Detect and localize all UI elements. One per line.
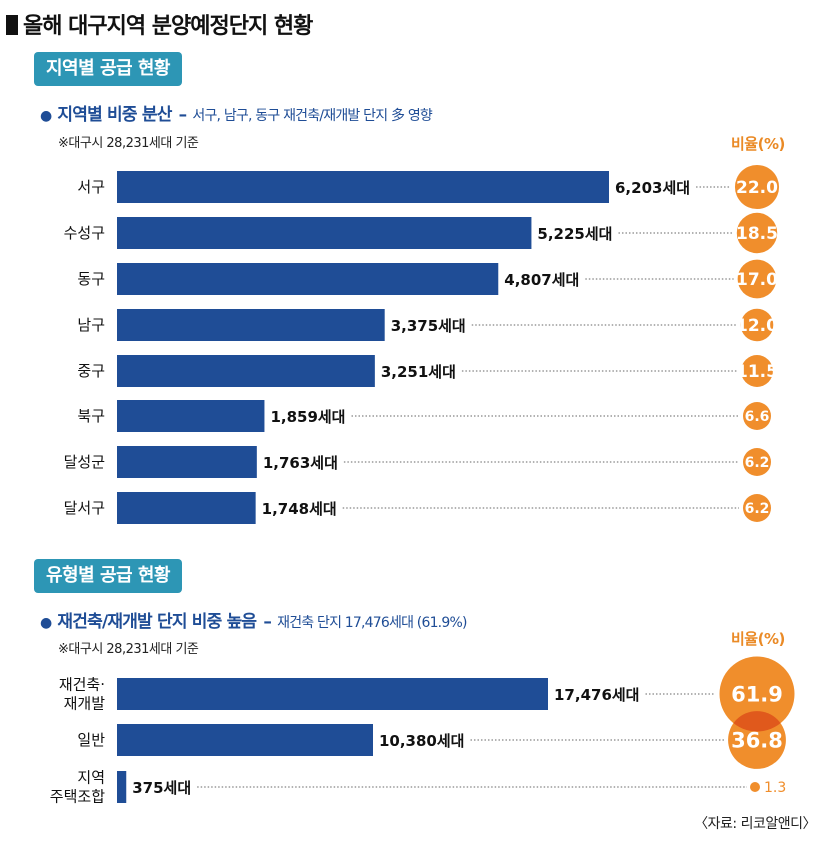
ratio-label: 6.2 <box>745 455 770 471</box>
page-title-text: 올해 대구지역 분양예정단지 현황 <box>23 14 313 39</box>
subtitle-type: ● 재건축/재개발 단지 비중 높음 – 재건축 단지 17,476세대 (61.9… <box>40 607 467 632</box>
category-label: 지역 <box>77 769 105 787</box>
ratio-circle <box>740 308 774 342</box>
bar <box>117 492 256 524</box>
ratio-circle <box>743 448 771 476</box>
ratio-header-type: 비율(%) <box>731 630 785 648</box>
ratio-label: 18.5 <box>736 224 778 244</box>
bar <box>117 309 385 341</box>
bar <box>117 724 373 756</box>
value-label: 375세대 <box>132 779 191 797</box>
ratio-label: 12.0 <box>736 316 778 336</box>
section-tag-region: 지역별 공급 현황 <box>34 52 182 86</box>
category-label: 주택조합 <box>50 788 105 806</box>
dash-icon: – <box>178 105 187 125</box>
subtitle-type-desc: 재건축 단지 17,476세대 (61.9%) <box>277 615 467 631</box>
category-label: 동구 <box>77 270 105 288</box>
section-tag-type: 유형별 공급 현황 <box>34 559 182 593</box>
bar <box>117 171 609 203</box>
value-label: 1,763세대 <box>263 454 338 472</box>
ratio-header-region: 비율(%) <box>731 135 785 153</box>
value-label: 3,375세대 <box>391 317 466 335</box>
category-label: 일반 <box>77 731 105 749</box>
category-label: 북구 <box>77 407 105 425</box>
ratio-label: 22.0 <box>736 178 778 198</box>
title-square-icon <box>6 15 18 35</box>
source-note: 〈자료: 리코알앤디〉 <box>694 816 816 832</box>
ratio-label: 6.2 <box>745 501 770 517</box>
category-label: 달서구 <box>64 499 105 517</box>
value-label: 6,203세대 <box>615 179 690 197</box>
ratio-circle <box>719 656 795 732</box>
subtitle-region-desc: 서구, 남구, 동구 재건축/재개발 단지 多 영향 <box>192 108 432 124</box>
bar <box>117 446 257 478</box>
value-label: 5,225세대 <box>537 225 612 243</box>
bullet-icon: ● <box>40 615 52 631</box>
subtitle-region-text: 지역별 비중 분산 <box>57 105 172 125</box>
ratio-circle <box>734 164 780 210</box>
ratio-label: 1.3 <box>764 780 786 796</box>
ratio-circle <box>737 259 777 299</box>
circle-overlap <box>728 711 786 732</box>
subtitle-region: ● 지역별 비중 분산 – 서구, 남구, 동구 재건축/재개발 단지 多 영향 <box>40 100 433 125</box>
note-region: ※대구시 28,231세대 기준 <box>58 136 199 151</box>
bar <box>117 217 532 249</box>
value-label: 10,380세대 <box>379 732 464 750</box>
dash-icon: – <box>263 612 272 632</box>
ratio-label: 61.9 <box>731 683 783 707</box>
category-label: 중구 <box>77 362 105 380</box>
category-label: 재개발 <box>64 695 106 713</box>
subtitle-type-text: 재건축/재개발 단지 비중 높음 <box>57 612 257 632</box>
bar <box>117 355 375 387</box>
bar <box>117 771 127 803</box>
note-type: ※대구시 28,231세대 기준 <box>58 642 199 657</box>
category-label: 수성구 <box>64 224 105 242</box>
ratio-circle <box>743 402 771 430</box>
bar <box>117 678 548 710</box>
category-label: 재건축· <box>59 676 105 694</box>
bar <box>117 263 499 295</box>
ratio-label: 36.8 <box>731 729 783 753</box>
value-label: 1,859세대 <box>270 408 345 426</box>
value-label: 3,251세대 <box>381 363 456 381</box>
category-label: 서구 <box>77 178 105 196</box>
value-label: 4,807세대 <box>504 271 579 289</box>
ratio-circle <box>741 355 773 387</box>
ratio-label: 17.0 <box>736 270 778 290</box>
value-label: 1,748세대 <box>262 500 337 518</box>
page-title: 올해 대구지역 분양예정단지 현황 <box>6 8 313 40</box>
ratio-circle <box>736 212 778 254</box>
ratio-label: 11.5 <box>736 362 778 382</box>
ratio-label: 6.6 <box>745 409 770 425</box>
bar <box>117 400 265 432</box>
ratio-circle <box>743 494 771 522</box>
ratio-dot <box>750 782 760 792</box>
category-label: 남구 <box>77 316 105 334</box>
category-label: 달성군 <box>64 453 106 471</box>
bullet-icon: ● <box>40 108 52 124</box>
value-label: 17,476세대 <box>554 686 639 704</box>
